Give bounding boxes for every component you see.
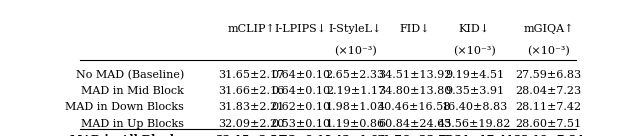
Text: (×10⁻³): (×10⁻³) [453, 46, 496, 56]
Text: 43.56±19.82: 43.56±19.82 [438, 119, 511, 129]
Text: (×10⁻³): (×10⁻³) [334, 46, 377, 56]
Text: 2.19±1.17: 2.19±1.17 [326, 86, 385, 96]
Text: MAD in Up Blocks: MAD in Up Blocks [81, 119, 184, 129]
Text: I-StyleL↓: I-StyleL↓ [328, 24, 382, 34]
Text: No MAD (Baseline): No MAD (Baseline) [76, 70, 184, 80]
Text: 9.35±3.91: 9.35±3.91 [445, 86, 504, 96]
Text: MAD in Down Blocks: MAD in Down Blocks [65, 102, 184, 112]
Text: KID↓: KID↓ [459, 24, 490, 34]
Text: 31.65±2.17: 31.65±2.17 [218, 70, 284, 80]
Text: 27.59±6.83: 27.59±6.83 [516, 70, 582, 80]
Text: 40.46±16.58: 40.46±16.58 [378, 102, 451, 112]
Text: 9.19±4.51: 9.19±4.51 [445, 70, 504, 80]
Text: 31.66±2.16: 31.66±2.16 [218, 86, 284, 96]
Text: FID↓: FID↓ [399, 24, 430, 34]
Text: I-LPIPS↓: I-LPIPS↓ [275, 24, 327, 34]
Text: mGIQA↑: mGIQA↑ [524, 24, 574, 34]
Text: 34.51±13.92: 34.51±13.92 [378, 70, 451, 80]
Text: 16.40±8.83: 16.40±8.83 [441, 102, 508, 112]
Text: 0.53±0.10: 0.53±0.10 [271, 119, 330, 129]
Text: 61.76±23.73: 61.76±23.73 [376, 134, 454, 136]
Text: 1.43±1.04: 1.43±1.04 [324, 134, 387, 136]
Text: 31.83±2.21: 31.83±2.21 [218, 102, 284, 112]
Text: (×10⁻³): (×10⁻³) [527, 46, 570, 56]
Text: 28.10±7.84: 28.10±7.84 [513, 134, 584, 136]
Text: 34.80±13.80: 34.80±13.80 [378, 86, 451, 96]
Text: 28.60±7.51: 28.60±7.51 [516, 119, 582, 129]
Text: 0.62±0.10: 0.62±0.10 [271, 102, 330, 112]
Text: 1.19±0.86: 1.19±0.86 [326, 119, 385, 129]
Text: 1.98±1.03: 1.98±1.03 [326, 102, 385, 112]
Text: 0.53±0.10: 0.53±0.10 [269, 134, 332, 136]
Text: 28.04±7.23: 28.04±7.23 [516, 86, 582, 96]
Text: mCLIP↑: mCLIP↑ [227, 24, 275, 34]
Text: 32.09±2.20: 32.09±2.20 [218, 119, 284, 129]
Text: MAD in All Blocks: MAD in All Blocks [70, 134, 184, 136]
Text: 0.64±0.10: 0.64±0.10 [271, 86, 330, 96]
Text: 2.65±2.33: 2.65±2.33 [326, 70, 385, 80]
Text: 28.11±7.42: 28.11±7.42 [516, 102, 582, 112]
Text: 32.15±2.25: 32.15±2.25 [216, 134, 287, 136]
Text: MAD in Mid Block: MAD in Mid Block [81, 86, 184, 96]
Text: 60.84±24.65: 60.84±24.65 [378, 119, 451, 129]
Text: 0.64±0.10: 0.64±0.10 [271, 70, 330, 80]
Text: 43.31±17.41: 43.31±17.41 [435, 134, 514, 136]
